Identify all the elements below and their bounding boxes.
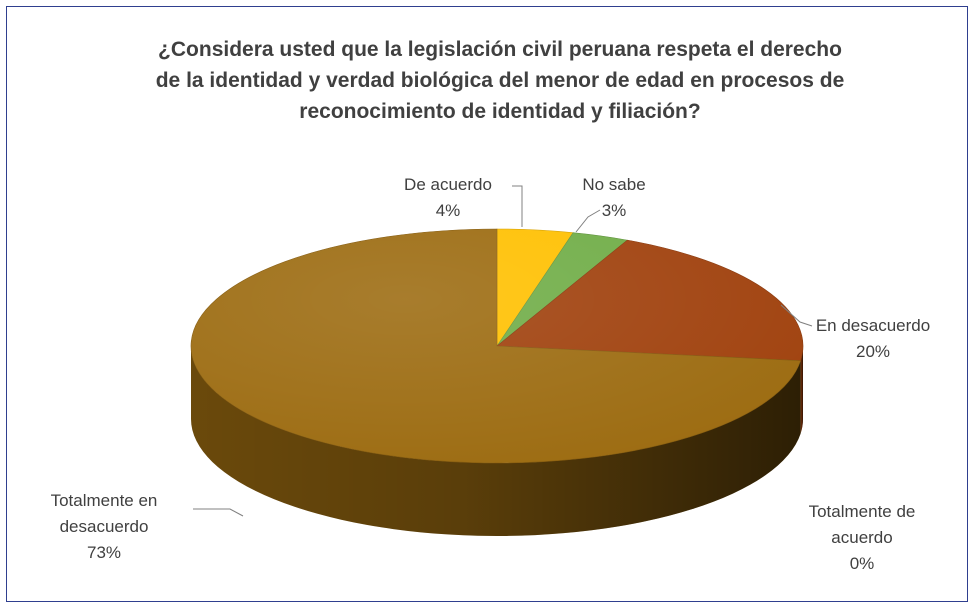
data-label-category-1: No sabe bbox=[582, 175, 645, 194]
data-label-percent-2: 20% bbox=[856, 342, 890, 361]
data-labels: De acuerdo 4% No sabe 3% En desacuerdo 20% Tot… bbox=[51, 175, 931, 573]
data-label-category-4: Totalmente en bbox=[51, 491, 158, 510]
leader-line-1 bbox=[575, 209, 601, 233]
chart-title-line-2: de la identidad y verdad biológica del m… bbox=[156, 69, 845, 92]
data-label-0: De acuerdo 4% bbox=[404, 175, 492, 220]
data-label-category-3: acuerdo bbox=[831, 528, 892, 547]
pie-top-face bbox=[190, 228, 804, 464]
data-label-percent-4: 73% bbox=[87, 543, 121, 562]
pie-side-shade-4 bbox=[191, 346, 801, 537]
chart-title-line-1: ¿Considera usted que la legislación civi… bbox=[158, 38, 842, 61]
data-label-percent-1: 3% bbox=[602, 201, 627, 220]
data-label-category-0: De acuerdo bbox=[404, 175, 492, 194]
data-label-percent-0: 4% bbox=[436, 201, 461, 220]
data-label-category-4: desacuerdo bbox=[60, 517, 149, 536]
chart-title: ¿Considera usted que la legislación civi… bbox=[156, 38, 845, 123]
leader-line-2 bbox=[780, 304, 813, 327]
chart-title-line-3: reconocimiento de identidad y filiación? bbox=[299, 100, 700, 123]
leader-lines bbox=[193, 185, 813, 517]
data-label-2: En desacuerdo 20% bbox=[816, 316, 930, 361]
data-label-3: Totalmente de acuerdo 0% bbox=[809, 502, 916, 573]
data-label-percent-3: 0% bbox=[850, 554, 875, 573]
data-label-1: No sabe 3% bbox=[582, 175, 645, 220]
leader-line-0 bbox=[512, 185, 523, 227]
data-label-category-3: Totalmente de bbox=[809, 502, 916, 521]
data-label-4: Totalmente en desacuerdo 73% bbox=[51, 491, 158, 562]
data-label-category-2: En desacuerdo bbox=[816, 316, 930, 335]
leader-line-4 bbox=[193, 508, 244, 517]
